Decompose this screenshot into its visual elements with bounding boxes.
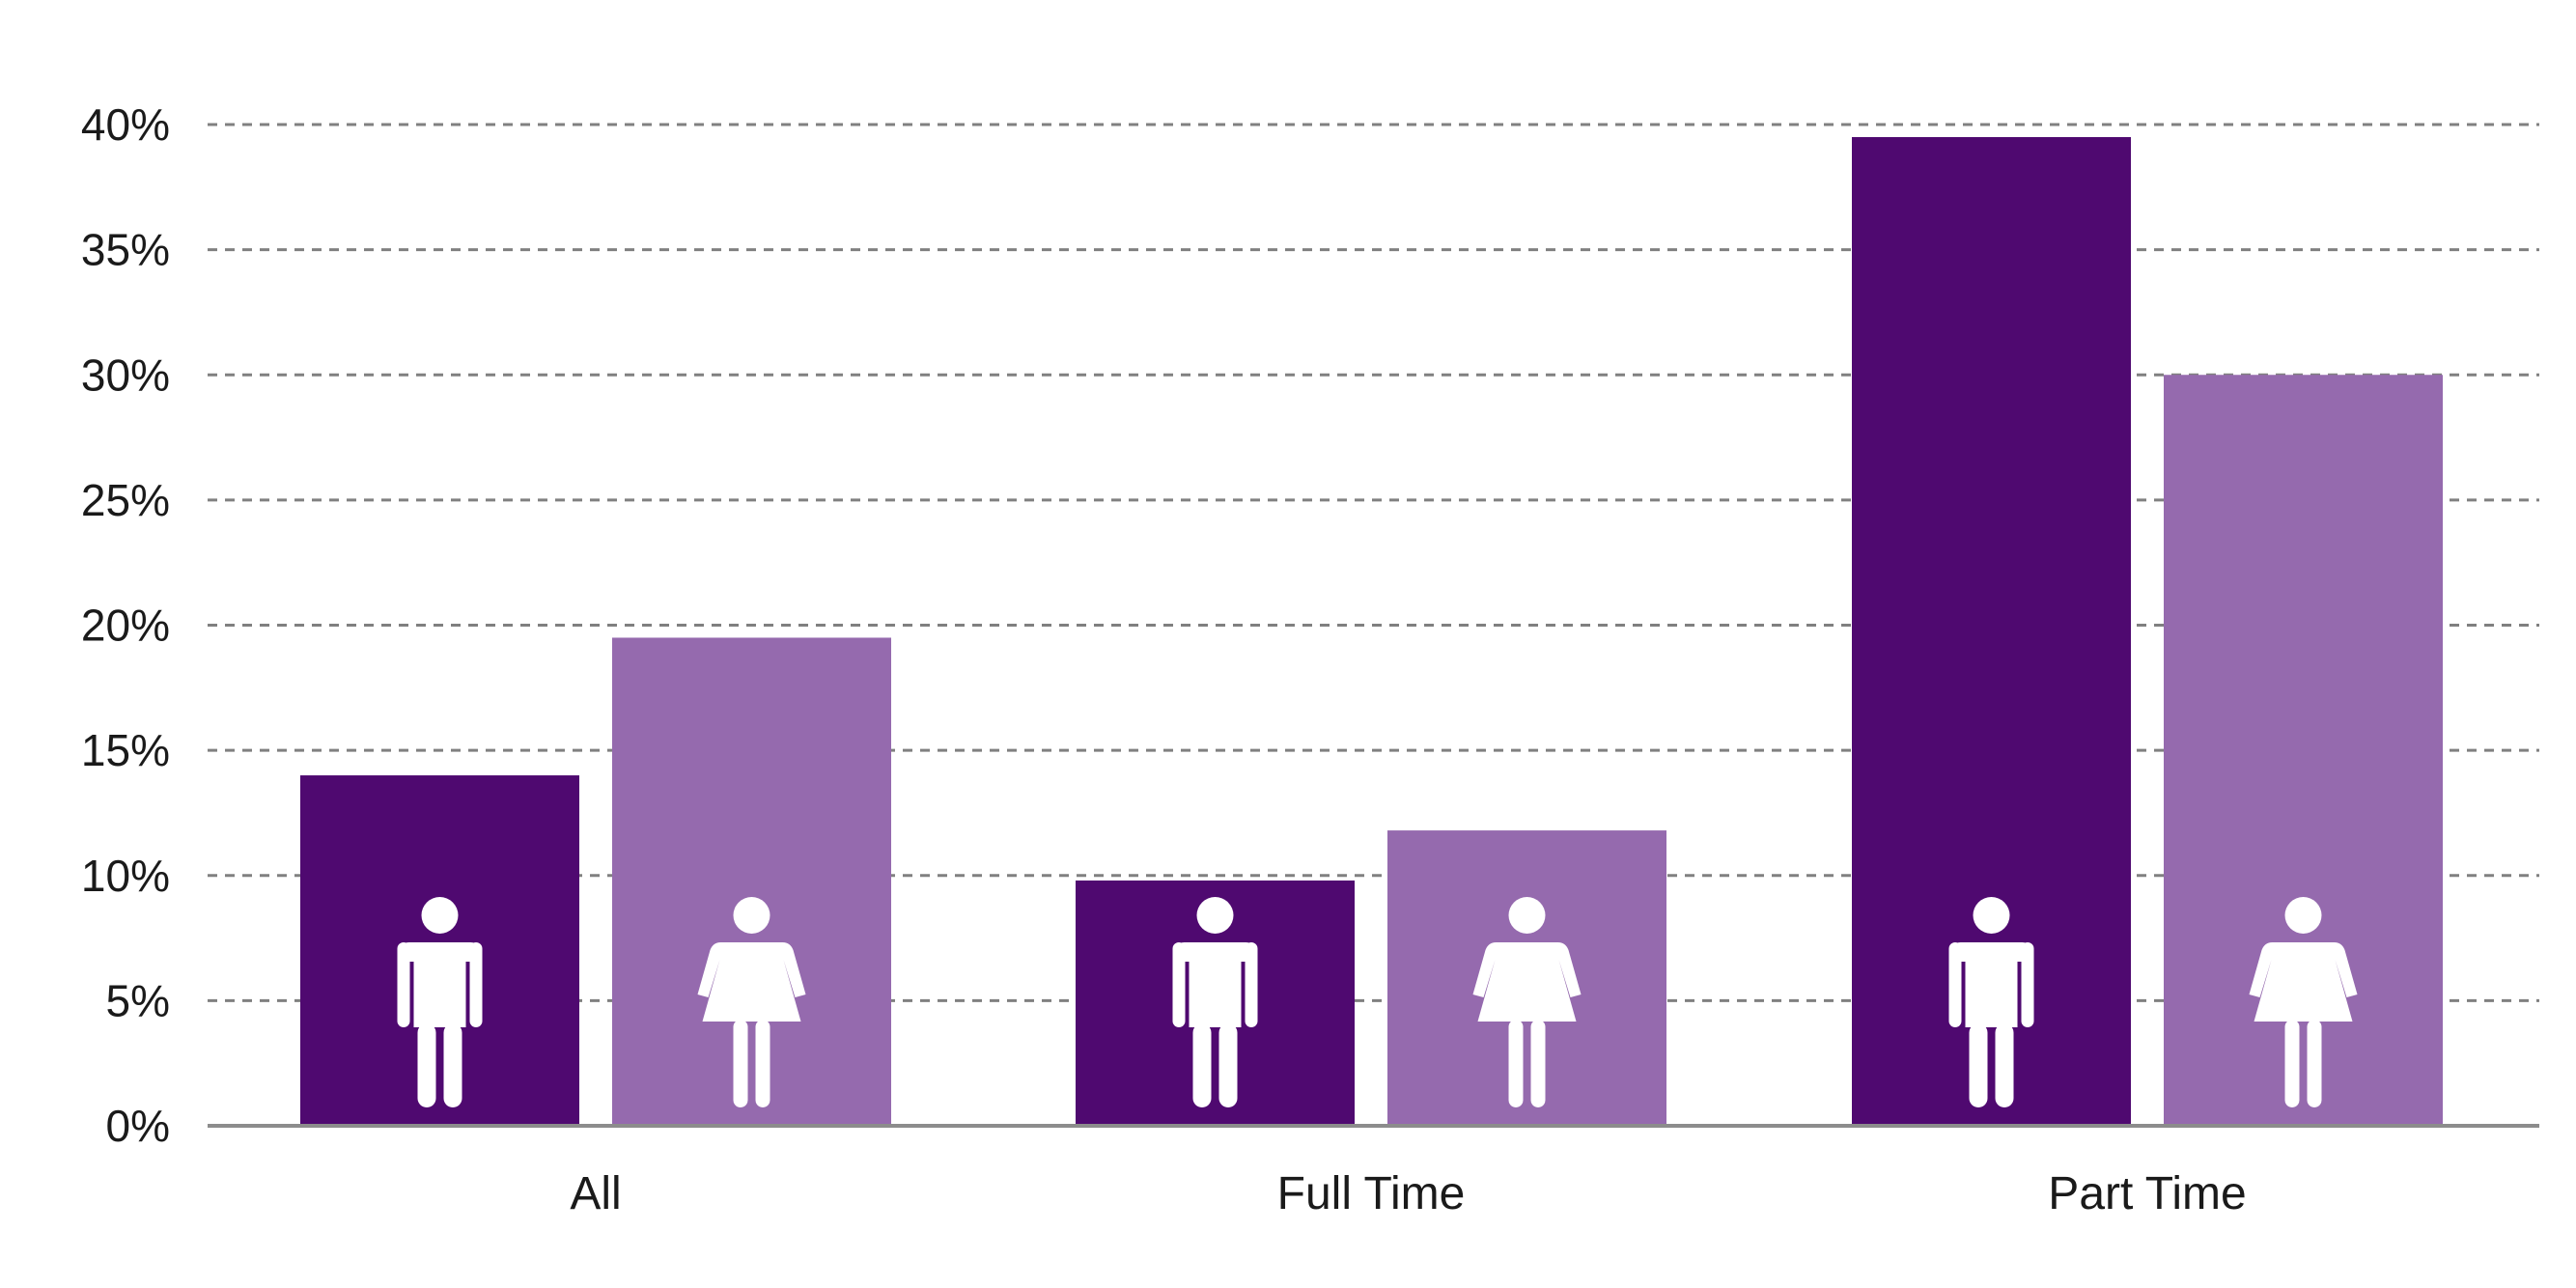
y-tick-label: 15% <box>81 725 170 775</box>
y-tick-label: 25% <box>81 475 170 525</box>
y-tick-label: 0% <box>106 1101 170 1151</box>
y-axis-tick-labels: 0% 5% 10% 15% 20% 25% 30% 35% 40% <box>81 99 170 1151</box>
y-tick-label: 30% <box>81 350 170 400</box>
y-tick-label: 5% <box>106 975 170 1025</box>
bars <box>300 136 2443 1126</box>
x-category-label: Part Time <box>2048 1168 2246 1219</box>
y-tick-label: 40% <box>81 99 170 150</box>
x-category-label: All <box>570 1168 621 1219</box>
x-category-label: Full Time <box>1277 1168 1466 1219</box>
y-tick-label: 35% <box>81 225 170 275</box>
bar-all-woman <box>612 637 891 1126</box>
y-tick-label: 20% <box>81 601 170 651</box>
x-axis-category-labels: All Full Time Part Time <box>570 1168 2246 1219</box>
y-tick-label: 10% <box>81 851 170 901</box>
gridlines <box>208 123 2539 1002</box>
